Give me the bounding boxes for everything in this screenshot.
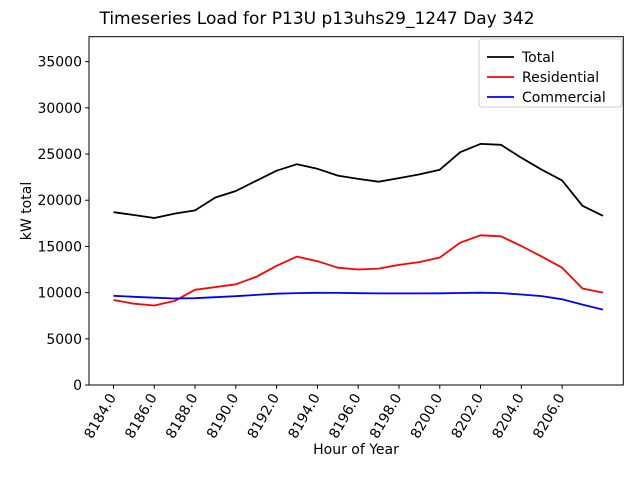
chart-title: Timeseries Load for P13U p13uhs29_1247 D… [98,9,534,29]
x-tick-label: 8202.0 [449,391,487,441]
y-tick-label: 15000 [37,239,82,255]
y-tick-label: 35000 [37,55,82,71]
x-tick-label: 8188.0 [163,391,201,441]
legend-commercial-label: Commercial [522,90,606,106]
y-tick-label: 30000 [37,101,82,117]
legend: Total Residential Commercial [478,38,623,108]
x-tick-label: 8192.0 [245,391,283,441]
legend-total-label: Total [521,50,555,66]
y-tick-label: 0 [73,378,82,394]
x-tick-label: 8190.0 [204,391,242,441]
x-tick-label: 8196.0 [326,391,364,441]
y-tick-label: 20000 [37,193,82,209]
x-tick-label: 8194.0 [286,391,324,441]
x-axis-label: Hour of Year [313,442,399,458]
residential-line [113,234,604,307]
y-tick-label: 25000 [37,147,82,163]
x-tick-label: 8186.0 [122,391,160,441]
legend-box [478,38,623,108]
legend-residential-label: Residential [522,70,599,86]
y-axis-label: kW total [19,182,35,240]
x-tick-label: 8198.0 [367,391,405,441]
y-tick-label: 5000 [46,332,82,348]
y-tick-label: 10000 [37,286,82,302]
x-tick-label: 8184.0 [82,391,120,441]
total-line [113,142,604,219]
x-tick-label: 8200.0 [408,391,446,441]
x-tick-label: 8204.0 [489,391,527,441]
x-tick-label: 8206.0 [530,391,568,441]
commercial-line [113,291,604,311]
